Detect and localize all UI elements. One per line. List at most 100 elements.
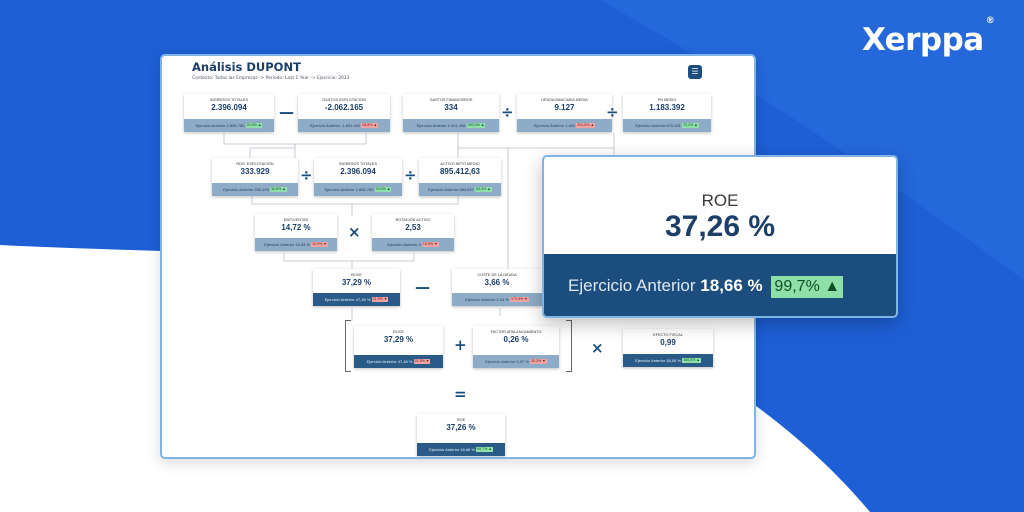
context-breadcrumb: Contexto: Todas las Empresas -> Periodo:… — [192, 76, 350, 81]
card-value: 2.396.094 — [211, 103, 247, 112]
card-footer: Ejercicio Anterior 1.856.782 29,0% ▲ — [314, 183, 402, 196]
card-label: COSTE DE LA DEUDA — [477, 273, 517, 277]
card-value: 9.127 — [554, 103, 575, 112]
card-footer: Ejercicio Anterior 3 15,9% ▼ — [372, 238, 454, 251]
brand-name: Xerppa — [862, 22, 984, 58]
card-footer: Ejercicio Anterior 584.037 53,3% ▲ — [419, 183, 501, 196]
previous-year: Ejercicio Anterior 47,48 % — [366, 359, 413, 364]
card-value: 895.412,63 — [439, 167, 481, 176]
trend-badge: 21,5% ▼ — [413, 359, 431, 365]
zoom-trend-badge: 99,7% ▲ — [771, 276, 844, 298]
card-footer: Ejercicio Anterior 675.281 75,2% ▲ — [623, 119, 711, 132]
card-gastos-explotacion: GASTOS EXPLOTACIÓN -2.062.165 Ejercicio … — [298, 94, 390, 132]
divide-operator: ÷ — [300, 166, 313, 184]
previous-year: Ejercicio Anterior -1.601.492 — [309, 123, 361, 128]
card-rdo-explotacion: RDO. EXPLOTACIÓN 333.929 Ejercicio Anter… — [212, 158, 298, 196]
previous-year: Ejercicio Anterior 584.037 — [428, 187, 474, 192]
plus-operator: + — [454, 336, 467, 354]
card-footer: Ejercicio Anterior 1.001.496 200,0% ▲ — [403, 119, 499, 132]
card-gastos-financieros: GASTOS FINANCIEROS 334 Ejercicio Anterio… — [403, 94, 499, 132]
page-title: Análisis DUPONT — [192, 60, 301, 74]
card-label: ROCE — [393, 330, 404, 334]
trend-badge: 173,9% ▼ — [509, 297, 529, 303]
equals-operator: = — [454, 385, 467, 403]
card-value: -2.062.165 — [324, 103, 364, 112]
trend-badge: 21,5% ▼ — [371, 297, 389, 303]
card-label: EFECTO FISCAL — [653, 333, 683, 337]
zoom-label: ROE — [701, 191, 739, 210]
bracket-left — [345, 320, 351, 372]
card-value: 37,29 % — [341, 278, 372, 287]
card-roce: ROCE 37,29 % Ejercicio Anterior 47,48 % … — [313, 269, 400, 306]
card-coste-deuda: COSTE DE LA DEUDA 3,66 % Ejercicio Anter… — [452, 269, 542, 306]
card-ebit-ventas: EBIT/VENTAS 14,72 % Ejercicio Anterior 1… — [255, 214, 337, 251]
zoom-footer-text: Ejercicio Anterior 18,66 % 99,7% ▲ — [568, 276, 844, 298]
card-footer: Ejercicio Anterior 47,48 % 21,5% ▼ — [313, 293, 400, 306]
previous-year: Ejercicio Anterior 1,34 % — [465, 297, 509, 302]
zoom-previous-value: 18,66 % — [700, 276, 763, 295]
card-value: 2,53 — [405, 223, 421, 232]
times-operator: × — [591, 339, 604, 357]
card-roe: ROE 37,26 % Ejercicio Anterior 18,66 % 9… — [417, 414, 505, 456]
roe-zoom-card: ROE 37,26 % Ejercicio Anterior 18,66 % 9… — [542, 155, 898, 318]
card-roce-2: ROCE 37,29 % Ejercicio Anterior 47,48 % … — [354, 326, 443, 368]
card-value: 333.929 — [240, 167, 270, 176]
card-footer: Ejercicio Anterior 1.402 201,5% ▲ — [517, 119, 612, 132]
card-label: INGRESOS TOTALES — [339, 162, 377, 166]
card-footer: Ejercicio Anterior 0,37 % 30,2% ▼ — [473, 355, 559, 368]
card-value: 37,26 % — [446, 423, 476, 432]
card-footer: Ejercicio Anterior 1.856.782 20,0% ▲ — [184, 119, 274, 132]
card-value: 1.183.392 — [649, 103, 685, 112]
trend-badge: 20,0% ▲ — [245, 123, 263, 129]
divide-operator: ÷ — [606, 103, 619, 121]
card-value: 37,29 % — [383, 335, 414, 344]
card-pn-medio: PN MEDIO 1.183.392 Ejercicio Anterior 67… — [623, 94, 711, 132]
zoom-previous-label: Ejercicio Anterior — [568, 276, 696, 295]
previous-year: Ejercicio Anterior 255.293 — [223, 187, 269, 192]
trend-badge: 75,2% ▲ — [681, 123, 699, 129]
previous-year: Ejercicio Anterior 1.856.782 — [195, 123, 245, 128]
trend-badge: 99,7% ▲ — [476, 447, 493, 453]
trend-badge: 200,0% ▲ — [466, 123, 486, 129]
card-footer: Ejercicio Anterior 18,66 % 99,7% ▲ — [417, 443, 505, 456]
card-footer: Ejercicio Anterior 38,05 % 160,5% ▲ — [623, 354, 713, 367]
menu-icon: ☰ — [691, 67, 699, 76]
connector-lines — [223, 133, 615, 321]
card-footer: Ejercicio Anterior -1.601.492 28,8% ▲ — [298, 119, 390, 132]
card-label: FACTOR APALANCAMIENTO — [490, 330, 542, 334]
card-value: 334 — [444, 103, 458, 112]
card-rotacion-activo: ROTACIÓN ACTIVO 2,53 Ejercicio Anterior … — [372, 214, 454, 251]
card-label: ROCE — [351, 273, 362, 277]
card-footer: Ejercicio Anterior 16,53 % 10,9% ▼ — [255, 238, 337, 251]
previous-year: Ejercicio Anterior 38,05 % — [635, 358, 681, 363]
previous-year: Ejercicio Anterior 18,66 % — [429, 447, 475, 452]
registered-mark: ® — [985, 15, 995, 26]
trend-badge: 15,9% ▼ — [421, 242, 439, 248]
divide-operator: ÷ — [501, 103, 514, 121]
zoom-value: 37,26 % — [664, 210, 776, 243]
zoom-footer: Ejercicio Anterior 18,66 % 99,7% ▲ — [544, 254, 896, 316]
card-deuda-bancaria-media: DEUDA BANCARIA MEDIA 9.127 Ejercicio Ant… — [517, 94, 612, 132]
card-activo-neto-medio: ACTIVO NETO MEDIO 895.412,63 Ejercicio A… — [419, 158, 501, 196]
previous-year: Ejercicio Anterior 675.281 — [635, 123, 681, 128]
menu-button[interactable]: ☰ — [688, 65, 702, 79]
minus-operator: — — [415, 278, 430, 296]
previous-year: Ejercicio Anterior 16,53 % — [264, 242, 310, 247]
card-label: DEUDA BANCARIA MEDIA — [541, 98, 588, 102]
times-operator: × — [348, 223, 361, 241]
card-label: GASTOS EXPLOTACIÓN — [322, 98, 366, 102]
card-label: ROTACIÓN ACTIVO — [395, 218, 431, 222]
trend-badge: 28,8% ▲ — [361, 123, 379, 129]
divide-operator: ÷ — [404, 166, 417, 184]
trend-badge: 201,5% ▲ — [576, 123, 596, 129]
card-value: 0,99 — [660, 338, 676, 347]
card-footer: Ejercicio Anterior 1,34 % 173,9% ▼ — [452, 293, 542, 306]
minus-operator: — — [279, 103, 294, 121]
card-value: 3,66 % — [484, 278, 510, 287]
trend-badge: 29,0% ▲ — [374, 187, 392, 193]
card-footer: Ejercicio Anterior 255.293 30,8% ▲ — [212, 183, 298, 196]
card-label: RDO. EXPLOTACIÓN — [236, 162, 274, 166]
trend-badge: 30,8% ▲ — [269, 187, 287, 193]
card-footer: Ejercicio Anterior 47,48 % 21,5% ▼ — [354, 355, 443, 368]
card-value: 0,26 % — [503, 335, 529, 344]
